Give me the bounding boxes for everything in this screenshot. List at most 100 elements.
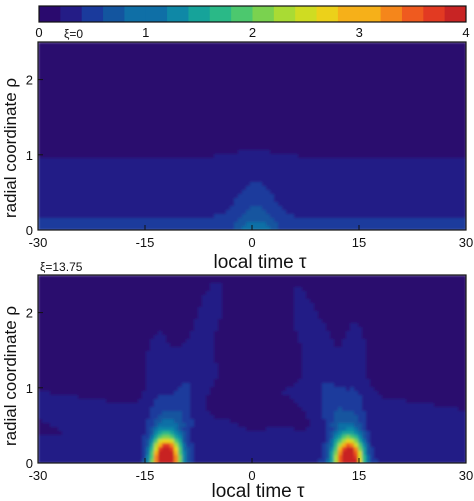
heatmap-cell — [370, 102, 375, 107]
heatmap-cell — [286, 158, 291, 163]
heatmap-cell — [342, 118, 347, 123]
heatmap-cell — [242, 122, 247, 127]
heatmap-cell — [210, 98, 215, 103]
heatmap-cell — [326, 70, 331, 75]
heatmap-cell — [398, 214, 403, 219]
heatmap-cell — [402, 62, 407, 67]
heatmap-cell — [350, 50, 355, 55]
heatmap-cell — [370, 138, 375, 143]
heatmap-cell — [442, 146, 447, 151]
heatmap-cell — [230, 74, 235, 79]
heatmap-cell — [262, 122, 267, 127]
heatmap-cell — [370, 174, 375, 179]
heatmap-cell — [74, 158, 79, 163]
heatmap-cell — [362, 122, 367, 127]
heatmap-cell — [230, 94, 235, 99]
heatmap-cell — [378, 202, 383, 207]
heatmap-cell — [90, 218, 95, 223]
heatmap-cell — [402, 198, 407, 203]
heatmap-cell — [382, 126, 387, 131]
heatmap-cell — [206, 70, 211, 75]
heatmap-cell — [294, 106, 299, 111]
heatmap-cell — [318, 50, 323, 55]
heatmap-cell — [118, 82, 123, 87]
heatmap-cell — [382, 86, 387, 91]
heatmap-cell — [306, 174, 311, 179]
heatmap-cell — [66, 154, 71, 159]
heatmap-cell — [354, 158, 359, 163]
heatmap-cell — [266, 214, 271, 219]
heatmap-cell — [274, 182, 279, 187]
heatmap-cell — [182, 110, 187, 115]
heatmap-cell — [298, 122, 303, 127]
heatmap-cell — [282, 46, 287, 51]
heatmap-cell — [158, 78, 163, 83]
heatmap-cell — [266, 50, 271, 55]
heatmap-cell — [182, 122, 187, 127]
heatmap-cell — [210, 50, 215, 55]
heatmap-cell — [246, 110, 251, 115]
heatmap-cell — [462, 150, 466, 155]
heatmap-cell — [74, 186, 79, 191]
heatmap-cell — [218, 194, 223, 199]
heatmap-cell — [410, 150, 415, 155]
heatmap-cell — [234, 94, 239, 99]
heatmap-cell — [198, 122, 203, 127]
heatmap-cell — [42, 174, 47, 179]
heatmap-cell — [258, 210, 263, 215]
heatmap-cell — [402, 110, 407, 115]
heatmap-cell — [434, 174, 439, 179]
heatmap-cell — [86, 202, 91, 207]
heatmap-cell — [86, 70, 91, 75]
heatmap-cell — [374, 142, 379, 147]
heatmap-cell — [74, 102, 79, 107]
heatmap-cell — [438, 134, 443, 139]
heatmap-cell — [366, 82, 371, 87]
heatmap-cell — [246, 54, 251, 59]
heatmap-cell — [78, 114, 83, 119]
heatmap-cell — [226, 198, 231, 203]
heatmap-cell — [382, 162, 387, 167]
heatmap-cell — [182, 98, 187, 103]
heatmap-cell — [286, 90, 291, 95]
heatmap-cell — [74, 214, 79, 219]
heatmap-cell — [446, 214, 451, 219]
heatmap-cell — [370, 62, 375, 67]
heatmap-cell — [398, 90, 403, 95]
heatmap-cell — [346, 178, 351, 183]
heatmap-cell — [158, 90, 163, 95]
heatmap-cell — [230, 86, 235, 91]
heatmap-cell — [154, 218, 159, 223]
heatmap-cell — [94, 218, 99, 223]
heatmap-cell — [102, 62, 107, 67]
heatmap-cell — [166, 170, 171, 175]
heatmap-cell — [450, 58, 455, 63]
heatmap-cell — [118, 102, 123, 107]
heatmap-cell — [246, 42, 251, 47]
heatmap-cell — [354, 78, 359, 83]
heatmap-cell — [150, 154, 155, 159]
heatmap-cell — [250, 170, 255, 175]
heatmap-cell — [90, 158, 95, 163]
heatmap-cell — [278, 62, 283, 67]
heatmap-cell — [114, 126, 119, 131]
heatmap-cell — [130, 190, 135, 195]
heatmap-cell — [238, 106, 243, 111]
heatmap-cell — [238, 222, 243, 227]
heatmap-cell — [258, 162, 263, 167]
heatmap-cell — [150, 158, 155, 163]
heatmap-cell — [398, 158, 403, 163]
heatmap-cell — [150, 78, 155, 83]
heatmap-cell — [294, 166, 299, 171]
heatmap-cell — [178, 206, 183, 211]
heatmap-cell — [238, 90, 243, 95]
heatmap-cell — [390, 142, 395, 147]
heatmap-cell — [294, 118, 299, 123]
heatmap-cell — [98, 214, 103, 219]
heatmap-cell — [282, 162, 287, 167]
heatmap-cell — [178, 198, 183, 203]
heatmap-cell — [338, 42, 343, 47]
heatmap-cell — [394, 54, 399, 59]
heatmap-cell — [454, 170, 459, 175]
heatmap-cell — [230, 218, 235, 223]
